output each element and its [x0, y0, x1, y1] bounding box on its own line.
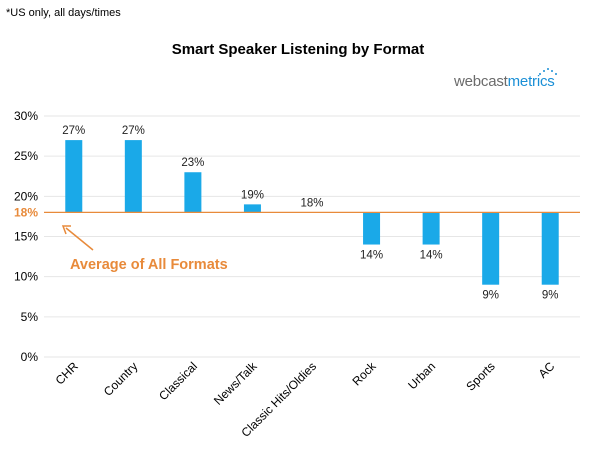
y-tick-label: 10% [14, 270, 38, 284]
value-label: 27% [62, 125, 85, 137]
x-tick-label: Rock [349, 359, 379, 389]
bar-urban [422, 212, 440, 245]
x-tick-label: Classical [156, 359, 200, 403]
value-label: 9% [482, 290, 499, 302]
logo-signal-icon [539, 68, 557, 75]
average-axis-label: 18% [14, 205, 38, 219]
average-line-group: 18% [14, 205, 580, 251]
bar-ac [541, 212, 559, 285]
value-label: 19% [241, 189, 264, 201]
x-tick-label: News/Talk [211, 359, 260, 408]
value-label: 18% [300, 197, 323, 209]
x-tick-label: AC [536, 359, 558, 381]
value-labels: 27% 27% 23% 19% 18% 14% 14% 9% 9% [62, 125, 558, 302]
y-tick-label: 0% [21, 350, 39, 364]
value-label: 14% [420, 250, 443, 262]
y-tick-label: 15% [14, 230, 38, 244]
y-tick-label: 5% [21, 310, 39, 324]
y-tick-label: 20% [14, 189, 38, 203]
x-tick-label: Country [101, 359, 141, 399]
annotation-arrow [65, 227, 94, 251]
chart-title: Smart Speaker Listening by Format [171, 41, 425, 58]
value-label: 23% [181, 157, 204, 169]
x-tick-label: Sports [463, 359, 497, 393]
value-label: 9% [542, 290, 559, 302]
y-axis: 0% 5% 10% 15% 20% 25% 30% [14, 109, 38, 364]
gridlines [44, 115, 580, 358]
arrowhead-icon [61, 225, 71, 235]
x-tick-label: CHR [53, 359, 82, 388]
bar-news-talk [243, 204, 261, 213]
x-tick-label: Urban [405, 359, 438, 392]
footnote: *US only, all days/times [6, 7, 121, 19]
bar-classical [184, 172, 202, 213]
bar-sports [482, 212, 500, 285]
bars [65, 140, 559, 285]
average-annotation: Average of All Formats [70, 257, 228, 273]
y-tick-label: 30% [14, 109, 38, 123]
value-label: 14% [360, 250, 383, 262]
bar-rock [363, 212, 381, 245]
bar-country [124, 140, 142, 213]
y-tick-label: 25% [14, 149, 38, 163]
bar-chr [65, 140, 83, 213]
webcastmetrics-logo: webcastmetrics [454, 73, 555, 90]
value-label: 27% [122, 125, 145, 137]
